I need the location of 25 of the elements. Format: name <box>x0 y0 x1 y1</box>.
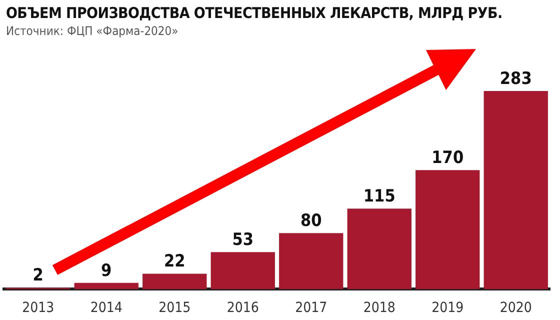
x-tick-label: 2020 <box>500 300 532 316</box>
bar <box>347 208 412 290</box>
x-tick-label: 2016 <box>226 300 259 316</box>
data-label: 53 <box>232 230 254 250</box>
x-tick-label: 2015 <box>158 300 191 316</box>
bar <box>416 170 480 290</box>
data-label: 115 <box>363 186 396 207</box>
x-tick-label: 2018 <box>363 300 396 316</box>
x-tick-label: 2013 <box>22 300 54 316</box>
data-label: 283 <box>500 68 532 89</box>
x-tick-label: 2014 <box>90 300 122 316</box>
bar <box>142 274 207 290</box>
data-label: 170 <box>432 148 464 168</box>
chart-title: ОБЪЕМ ПРОИЗВОДСТВА ОТЕЧЕСТВЕННЫХ ЛЕКАРСТВ, МЛРД РУБ. <box>6 4 502 22</box>
chart-subtitle: Источник: ФЦП «Фарма-2020» <box>6 24 178 38</box>
data-label: 80 <box>300 211 322 232</box>
bar <box>484 90 548 290</box>
data-label: 22 <box>164 252 186 272</box>
bar <box>210 252 275 290</box>
bar <box>279 233 344 290</box>
data-label: 9 <box>101 260 112 281</box>
x-tick-label: 2017 <box>295 300 328 316</box>
bar <box>74 282 138 290</box>
x-tick-label: 2019 <box>432 300 464 316</box>
data-label: 2 <box>32 266 44 286</box>
